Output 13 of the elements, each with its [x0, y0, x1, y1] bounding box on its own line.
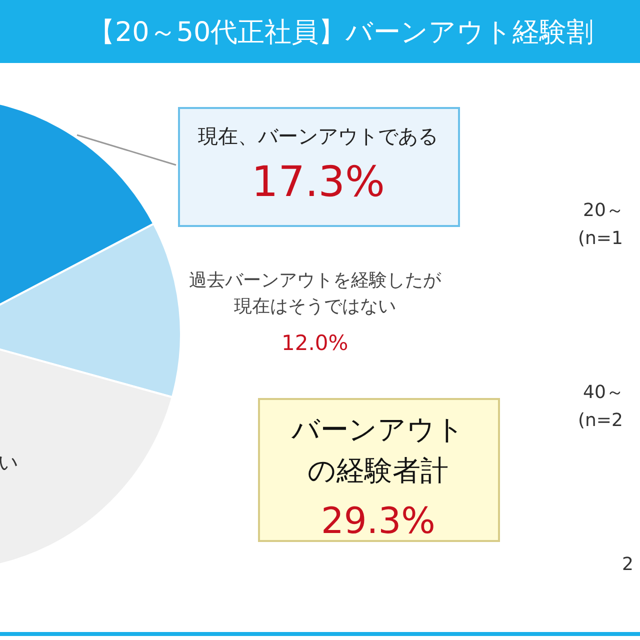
- text: (n=2: [578, 409, 623, 433]
- text: 2: [622, 553, 634, 577]
- data-label: 12.0%: [282, 330, 348, 357]
- text: 40～: [583, 381, 624, 405]
- text: 29.3%: [321, 500, 436, 544]
- slice-label: い: [0, 449, 18, 476]
- data-label: 17.3%: [252, 156, 385, 208]
- text: バーンアウトの経験者計: [290, 412, 466, 489]
- slice-label: 過去バーンアウトを経験したが現在はそうではない: [188, 269, 442, 320]
- chart-title: 【20～50代正社員】バーンアウト経験割: [88, 16, 594, 50]
- slice-label: 現在、バーンアウトである: [198, 123, 438, 150]
- text: (n=1: [578, 227, 623, 251]
- text: 20～: [583, 199, 624, 223]
